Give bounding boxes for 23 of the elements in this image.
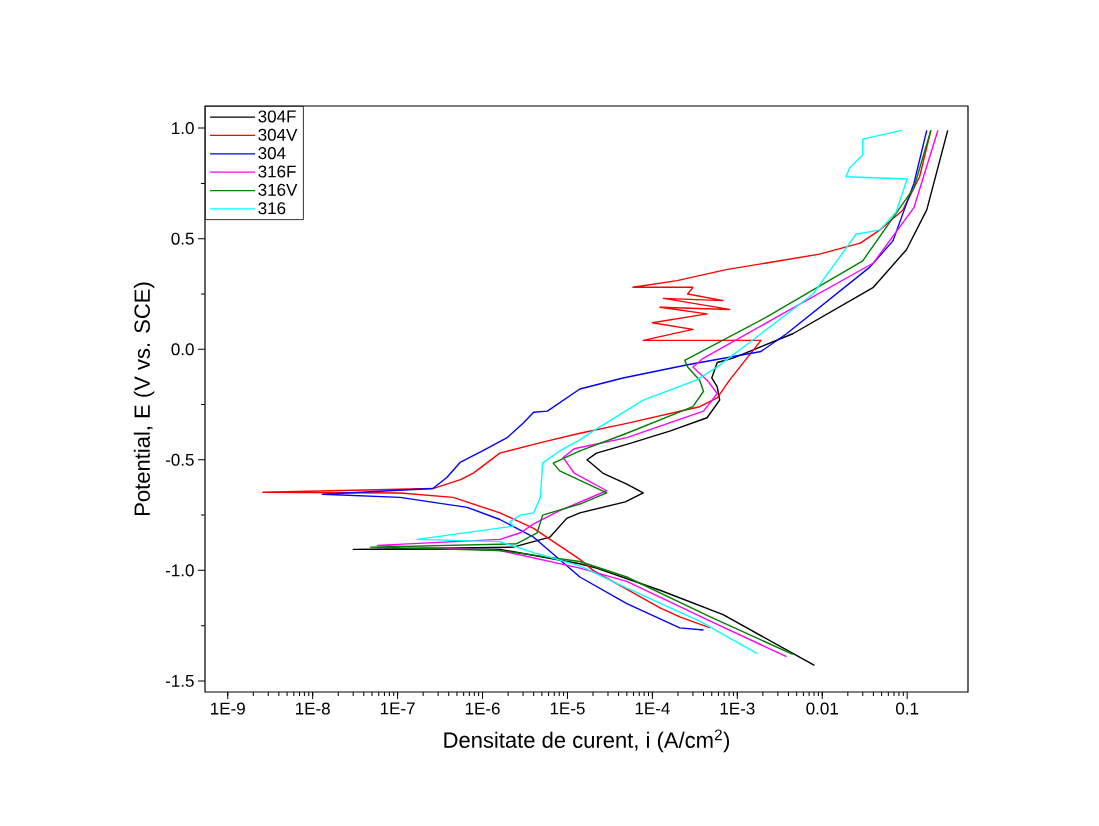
legend-label: 316V — [258, 183, 298, 196]
legend-label: 316 — [258, 202, 286, 215]
legend-label: 304V — [258, 128, 298, 141]
y-tick-label: 0.5 — [171, 232, 194, 245]
x-tick-label: 1E-8 — [296, 702, 330, 715]
x-tick-label: 1E-4 — [635, 702, 670, 715]
y-tick-label: -0.5 — [165, 453, 194, 466]
y-axis-title: Potential, E (V vs. SCE) — [133, 282, 155, 515]
y-tick-label: 1.0 — [172, 122, 194, 135]
x-tick-label: 1E-7 — [380, 702, 415, 715]
x-tick-label: 0.01 — [806, 702, 838, 715]
x-tick-label: 1E-6 — [465, 702, 500, 715]
x-tick-label: 1E-9 — [211, 702, 245, 715]
legend-label: 304 — [258, 147, 286, 160]
x-axis-title: Densitate de curent, i (A/cm$^{2}$) — [444, 729, 730, 753]
y-tick-label: -1.5 — [165, 674, 194, 687]
x-tick-label: 0.1 — [896, 702, 919, 715]
y-tick-label: 0.0 — [171, 343, 194, 356]
y-tick-label: -1.0 — [165, 564, 194, 577]
legend-label: 316F — [258, 165, 296, 178]
legend-label: 304F — [258, 110, 296, 123]
x-tick-label: 1E-3 — [720, 702, 755, 715]
x-tick-label: 1E-5 — [550, 702, 585, 715]
